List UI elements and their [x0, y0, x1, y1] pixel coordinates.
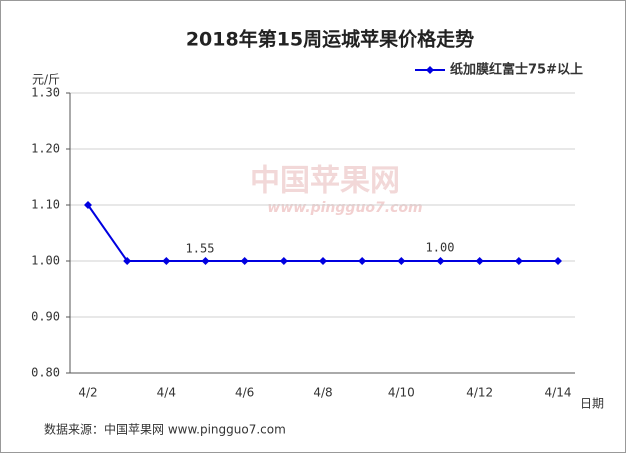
point — [162, 257, 171, 265]
x-tick-label: 4/2 — [78, 386, 97, 400]
point — [554, 257, 562, 265]
y-axis-label: 元/斤 — [32, 73, 60, 87]
annotation: 1.55 — [186, 242, 215, 256]
source: 数据来源：中国苹果网 www.pingguo7.com — [44, 422, 286, 437]
point — [240, 257, 249, 265]
point — [123, 257, 132, 265]
x-tick-label: 4/14 — [545, 386, 572, 400]
point — [397, 257, 406, 265]
y-tick-label: 1.30 — [31, 86, 60, 100]
point — [201, 257, 210, 265]
legend-marker — [426, 66, 434, 74]
point — [514, 257, 523, 265]
point — [84, 201, 92, 209]
x-axis-label: 日期 — [580, 397, 604, 411]
annotation: 1.00 — [426, 241, 455, 255]
y-tick-label: 1.20 — [31, 142, 60, 156]
point — [436, 257, 445, 265]
point — [358, 257, 367, 265]
y-tick-label: 1.00 — [31, 254, 60, 268]
x-tick-label: 4/8 — [313, 386, 332, 400]
x-tick-label: 4/12 — [466, 386, 493, 400]
point — [475, 257, 484, 265]
watermark: 中国苹果网 — [250, 164, 400, 199]
x-tick-label: 4/10 — [388, 386, 415, 400]
watermark: www.pingguo7.com — [267, 200, 422, 216]
point — [279, 257, 288, 265]
y-tick-label: 0.80 — [31, 366, 60, 380]
y-tick-label: 0.90 — [31, 310, 60, 324]
chart-title: 2018年第15周运城苹果价格走势 — [186, 28, 474, 51]
point — [319, 257, 327, 265]
legend-label: 纸加膜红富士75#以上 — [450, 62, 583, 78]
y-tick-label: 1.10 — [31, 198, 60, 212]
x-tick-label: 4/4 — [157, 386, 176, 400]
x-tick-label: 4/6 — [235, 386, 254, 400]
